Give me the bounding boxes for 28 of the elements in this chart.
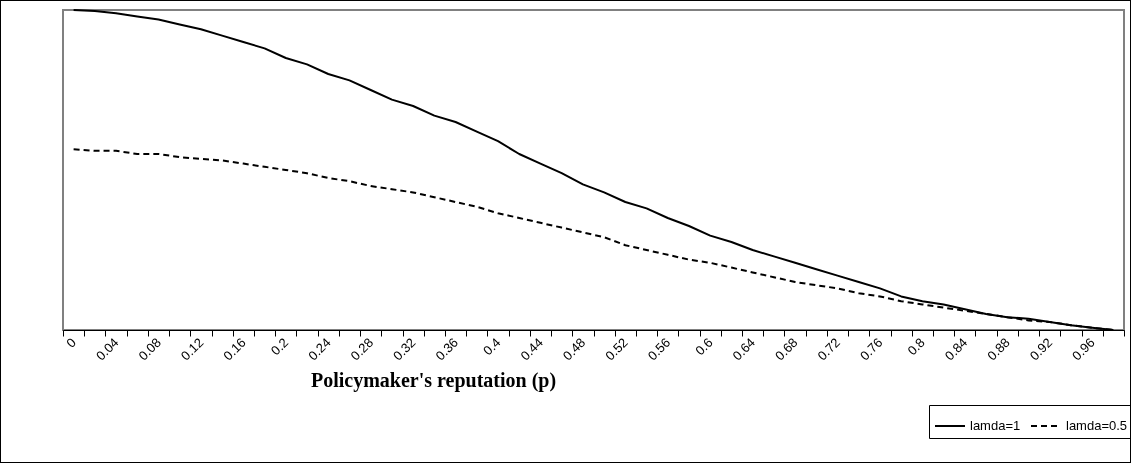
- x-tick-label: 0.12: [177, 334, 207, 364]
- x-tick-label: 0.28: [347, 334, 377, 364]
- x-tick-label: 0.32: [390, 334, 419, 364]
- legend-label: lamda=1: [970, 418, 1021, 433]
- x-tick-label: 0.8: [904, 334, 928, 359]
- x-tick-label: 0.64: [729, 334, 759, 364]
- x-tick-label: 0.48: [559, 334, 589, 364]
- x-tick-label: 0.72: [814, 334, 843, 364]
- x-tick-label: 0.6: [692, 334, 716, 359]
- x-tick-label: 0.88: [984, 334, 1013, 364]
- x-tick-label: 0.24: [305, 334, 334, 364]
- x-axis-title: Policymaker's reputation (p): [310, 369, 557, 393]
- legend-label: lamda=0.5: [1066, 418, 1128, 433]
- x-tick-label: 0.04: [92, 334, 122, 364]
- x-tick-label: 0.08: [135, 334, 164, 364]
- x-tick-label: 0.68: [772, 334, 801, 364]
- x-tick-label: 0.4: [480, 334, 504, 359]
- x-tick-label: 0.52: [602, 334, 631, 364]
- x-tick-label: 0.76: [856, 334, 886, 364]
- x-tick-label: 0.56: [644, 334, 674, 364]
- x-tick-label: 0.36: [432, 334, 462, 364]
- x-tick-label: 0.16: [220, 334, 249, 364]
- x-tick-label: 0.2: [267, 334, 292, 359]
- x-tick-label: 0.96: [1069, 334, 1098, 364]
- x-tick-label: 0.92: [1026, 334, 1056, 364]
- x-tick-label: 0.44: [517, 334, 546, 364]
- x-tick-label: 0.84: [941, 334, 971, 364]
- x-tick-label: 0: [63, 334, 80, 351]
